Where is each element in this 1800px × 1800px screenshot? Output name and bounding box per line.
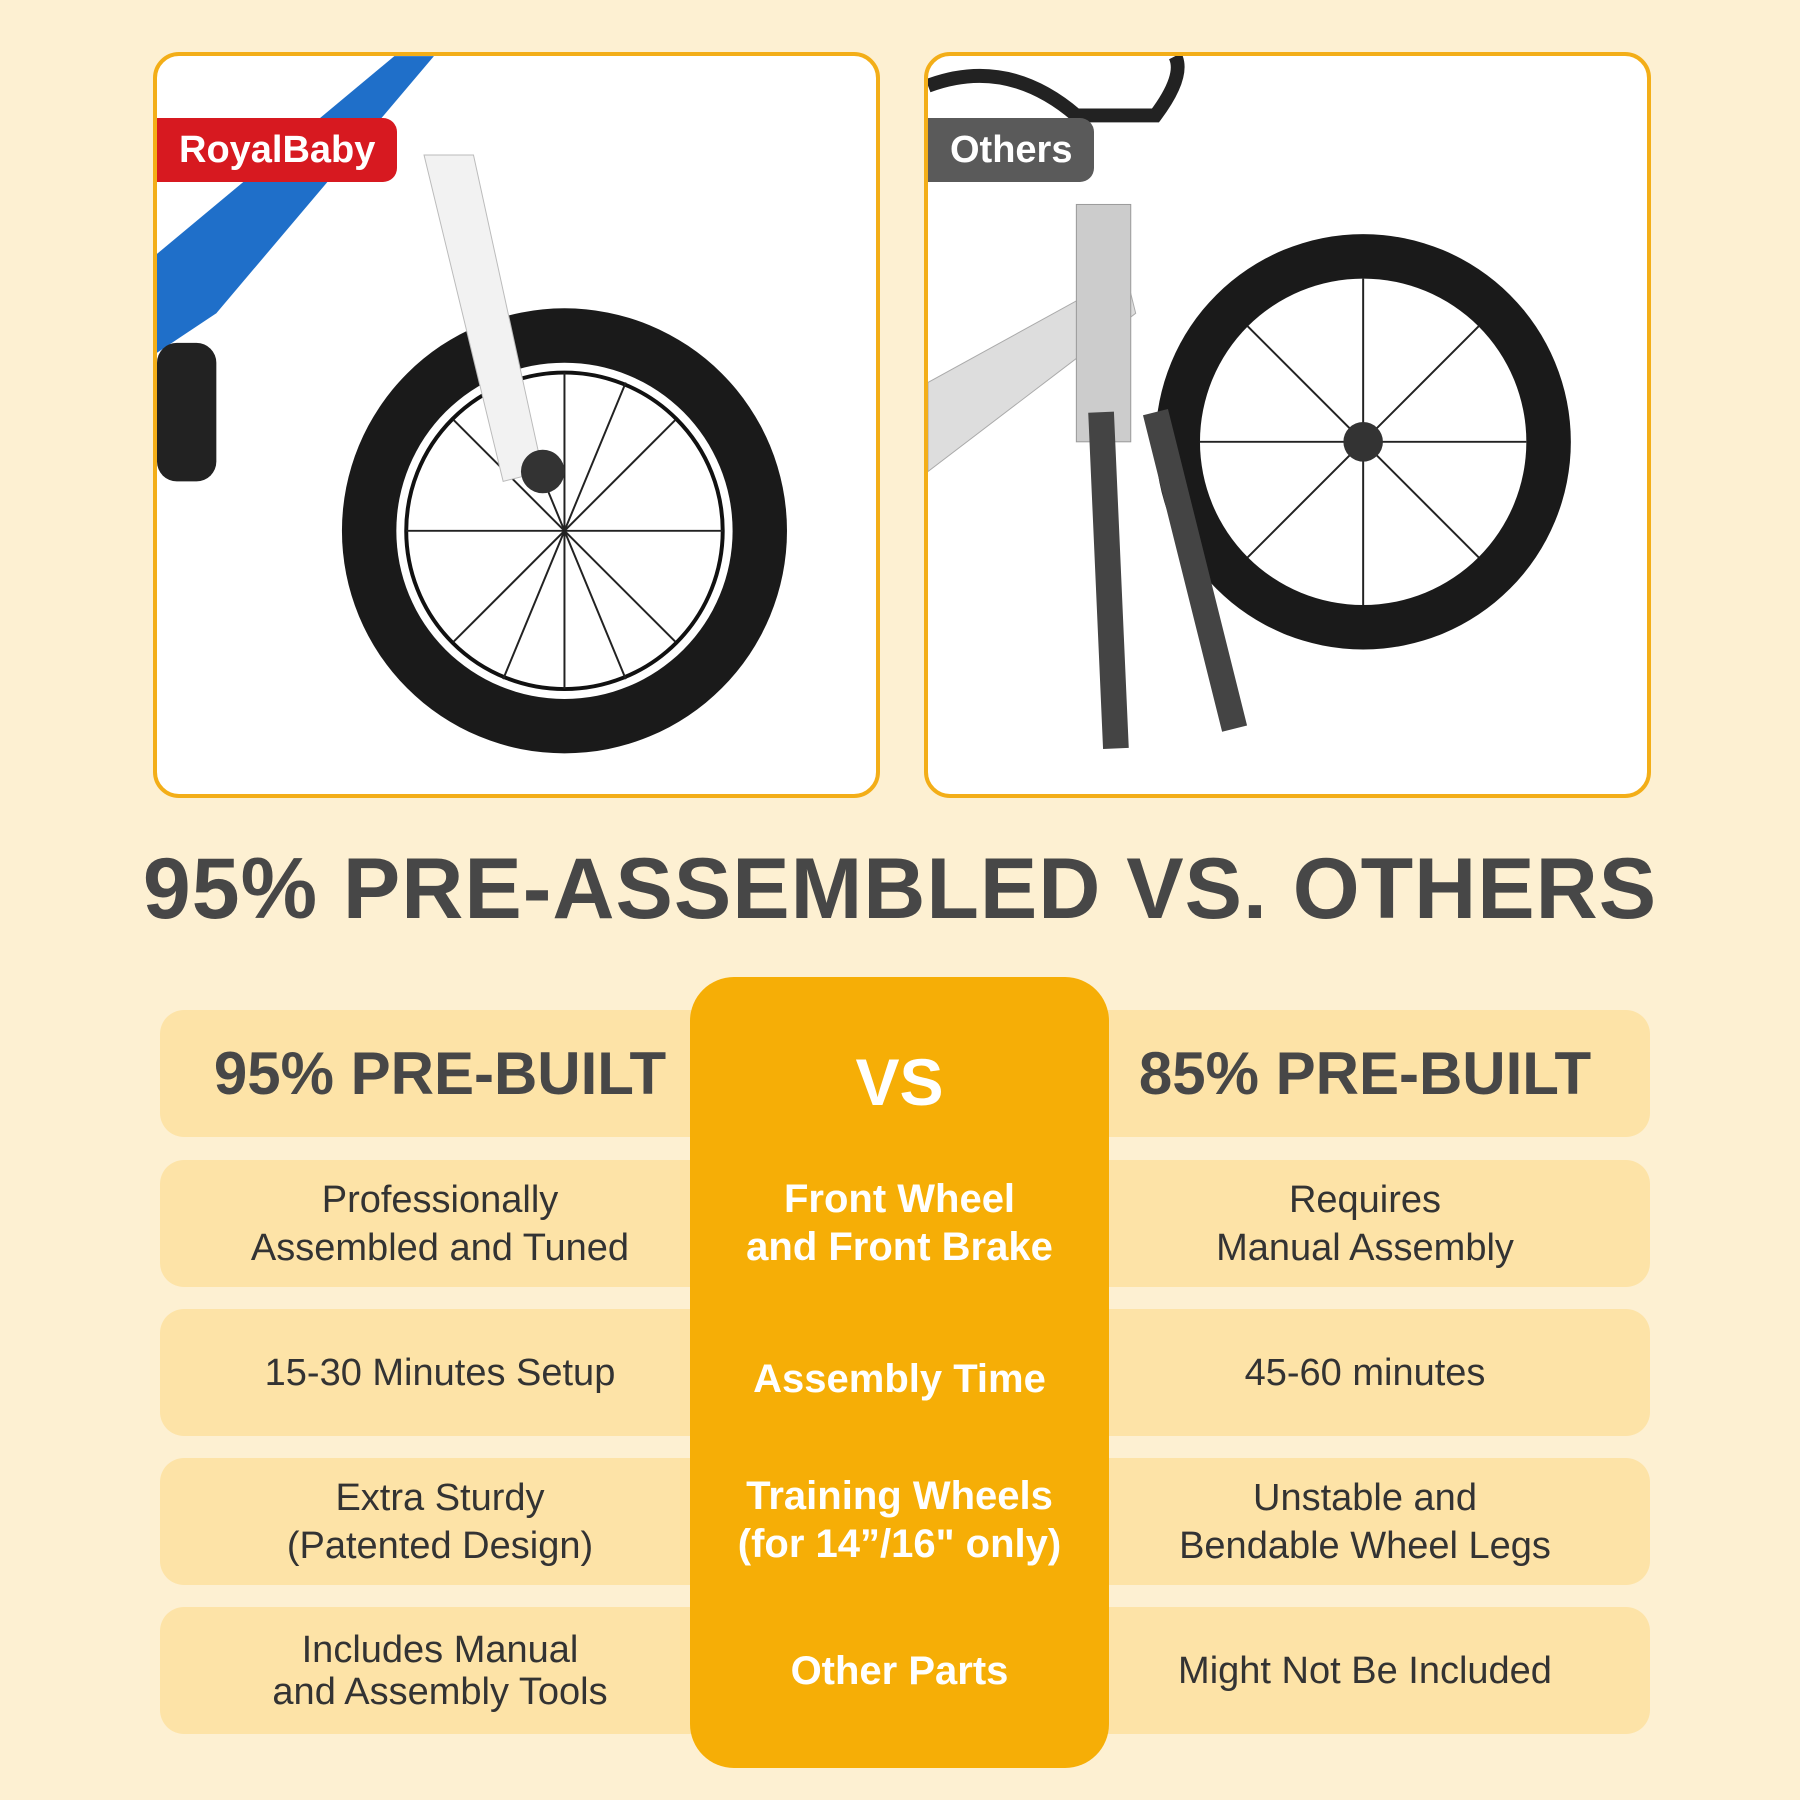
right-cell-other-parts: Might Not Be Included (1080, 1607, 1650, 1734)
cell-line: Professionally (321, 1178, 559, 1221)
cell-line: 45-60 minutes (1244, 1351, 1486, 1394)
category-line: Front Wheel (783, 1177, 1016, 1221)
category-line: Other Parts (790, 1649, 1009, 1693)
vs-header: VS (855, 1045, 944, 1119)
category-training-wheels: Training Wheels (for 14”/16" only) (690, 1472, 1109, 1568)
left-cell-front-wheel: Professionally Assembled and Tuned (160, 1160, 720, 1287)
cell-line: Manual Assembly (1216, 1226, 1514, 1269)
cell-line: and Assembly Tools (272, 1670, 608, 1713)
cell-line: Assembled and Tuned (250, 1226, 630, 1269)
right-cell-assembly-time: 45-60 minutes (1080, 1309, 1650, 1436)
category-line: Assembly Time (753, 1357, 1046, 1401)
blue-bike-wheel-illustration (157, 56, 787, 754)
cell-line: Bendable Wheel Legs (1179, 1524, 1551, 1567)
cell-line: Unstable and (1253, 1476, 1477, 1519)
cell-line: (Patented Design) (286, 1524, 594, 1567)
left-header: 95% PRE-BUILT (160, 1010, 720, 1137)
cell-line: Includes Manual (301, 1628, 579, 1671)
right-header: 85% PRE-BUILT (1080, 1010, 1650, 1137)
right-cell-training-wheels: Unstable and Bendable Wheel Legs (1080, 1458, 1650, 1585)
royalbaby-bike-photo: RoyalBaby (153, 52, 880, 798)
left-cell-training-wheels: Extra Sturdy (Patented Design) (160, 1458, 720, 1585)
category-line: (for 14”/16" only) (737, 1522, 1062, 1566)
left-cell-assembly-time: 15-30 Minutes Setup (160, 1309, 720, 1436)
page-title: 95% PRE-ASSEMBLED VS. OTHERS (142, 841, 1658, 937)
left-cell-other-parts: Includes Manual and Assembly Tools (160, 1607, 720, 1734)
cell-line: Requires (1288, 1178, 1442, 1221)
cell-line: 15-30 Minutes Setup (264, 1351, 616, 1394)
category-line: and Front Brake (746, 1225, 1053, 1269)
center-column: VS Front Wheel and Front Brake Assembly T… (690, 977, 1109, 1768)
royalbaby-label: RoyalBaby (157, 118, 398, 182)
others-bike-photo: Others (924, 52, 1651, 798)
category-assembly-time: Assembly Time (690, 1355, 1109, 1403)
category-other-parts: Other Parts (690, 1647, 1109, 1695)
right-cell-front-wheel: Requires Manual Assembly (1080, 1160, 1650, 1287)
category-front-wheel: Front Wheel and Front Brake (690, 1175, 1109, 1271)
others-label: Others (928, 118, 1095, 182)
category-line: Training Wheels (746, 1474, 1053, 1518)
cell-line: Might Not Be Included (1178, 1649, 1552, 1692)
gray-bike-wheel-illustration (928, 56, 1571, 749)
cell-line: Extra Sturdy (335, 1476, 545, 1519)
